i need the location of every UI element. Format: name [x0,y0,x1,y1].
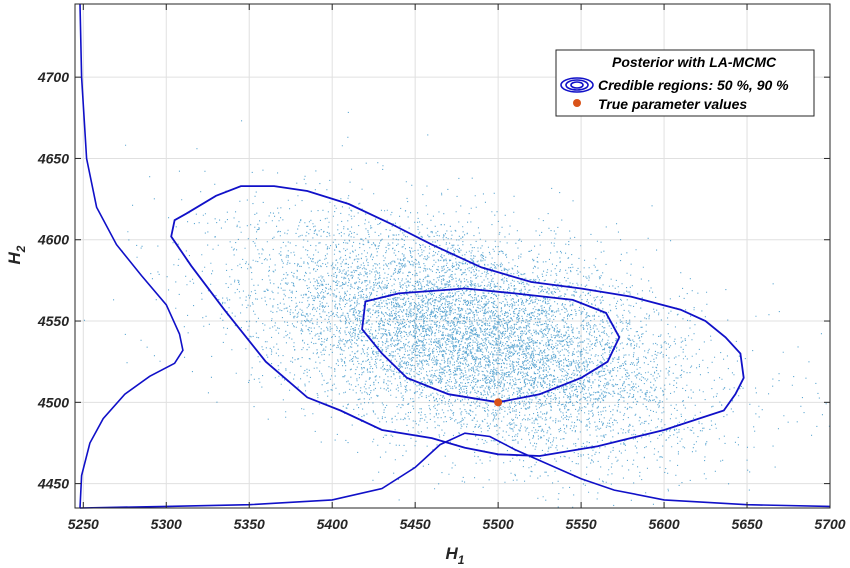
legend-truth-label: True parameter values [598,96,747,112]
x-tick-label: 5650 [731,516,762,532]
y-axis-label: H2 [5,245,28,264]
x-axis-label-sub: 1 [458,553,465,567]
contour-legend-ellipse [570,81,584,89]
credible-region-50 [361,287,621,404]
y-tick-label: 4650 [37,150,69,166]
x-tick-label: 5400 [317,516,348,532]
curves [79,3,831,509]
x-tick-label: 5350 [234,516,265,532]
marginal-h1-curve [79,432,831,509]
x-tick-label: 5500 [483,516,514,532]
x-axis-label: H1 [446,544,465,567]
y-axis-label-main: H [5,251,24,264]
contour-legend-icon [560,77,594,93]
legend: Posterior with LA-MCMC Credible regions: … [555,49,815,117]
contour-legend-ellipse [565,79,589,91]
x-tick-label: 5300 [151,516,182,532]
legend-truth-marker [573,99,581,107]
contour-legend-ellipse [560,77,594,93]
x-tick-label: 5450 [400,516,431,532]
x-tick-label: 5700 [814,516,845,532]
y-tick-label: 4550 [37,313,69,329]
y-axis-label-sub: 2 [14,245,28,253]
y-tick-label: 4600 [37,232,69,248]
plot-frame [74,3,831,509]
x-axis-label-main: H [446,544,459,563]
legend-regions-label: Credible regions: 50 %, 90 % [598,77,789,93]
x-tick-label: 5550 [566,516,597,532]
legend-box [555,49,815,117]
x-tick-label: 5250 [68,516,99,532]
x-tick-label: 5600 [648,516,679,532]
y-tick-label: 4700 [37,69,69,85]
marginal-h2-curve [79,3,184,509]
ticks: 5250 5300 5350 5400 5450 5500 5550 5600 5650 5700… [37,4,846,532]
y-tick-label: 4450 [37,476,69,492]
true-parameter-marker [494,398,503,407]
legend-posterior-label: Posterior with LA-MCMC [612,54,777,70]
y-tick-label: 4500 [37,394,69,410]
credible-region-90 [170,185,745,457]
